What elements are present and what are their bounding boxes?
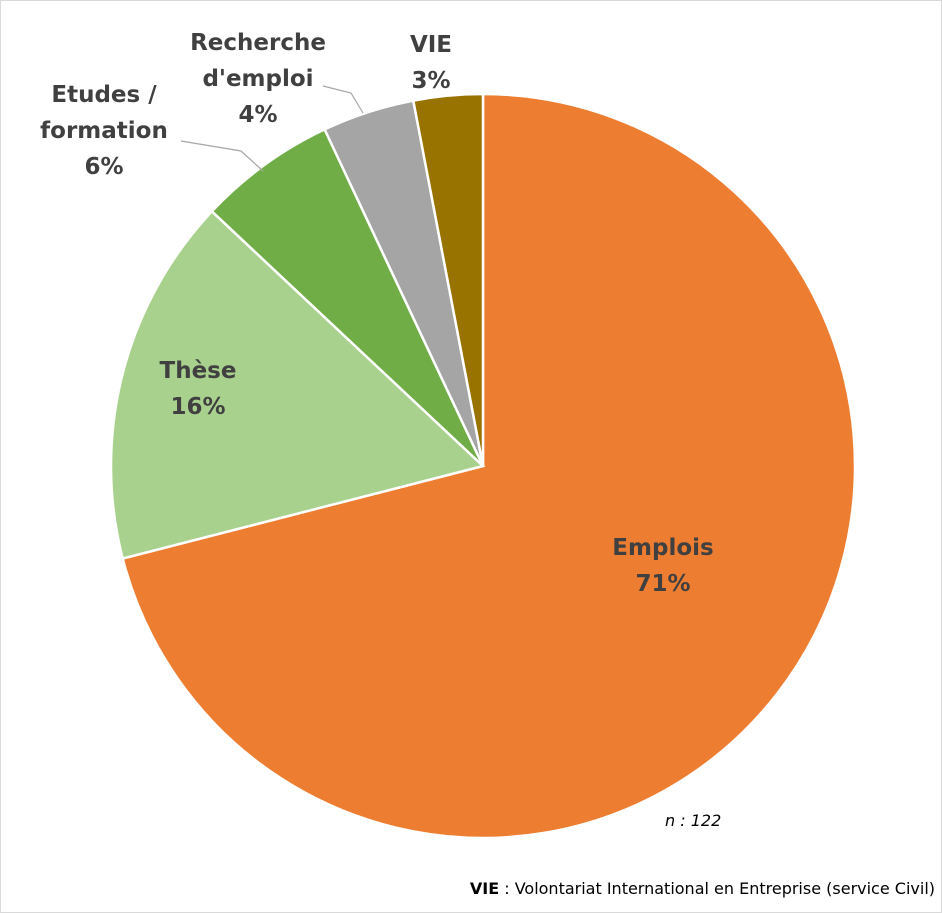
footnote-text: : Volontariat International en Entrepris… <box>504 879 935 898</box>
value-label: 71% <box>635 571 691 597</box>
footnote-term: VIE <box>469 879 500 898</box>
category-label: Etudes / formation <box>40 82 168 144</box>
footnote: VIE : Volontariat International en Entre… <box>470 879 935 898</box>
slice-label: Recherche d'emploi 4% <box>183 25 333 133</box>
category-label: Emplois <box>612 535 714 561</box>
value-label: 16% <box>170 394 226 420</box>
category-label: Thèse <box>159 358 237 384</box>
slice-label: Emplois 71% <box>583 530 743 602</box>
value-label: 4% <box>238 102 278 128</box>
leader-line <box>322 85 364 114</box>
pie-slice <box>121 92 857 840</box>
category-label: VIE <box>409 32 453 58</box>
slice-label: Etudes / formation 6% <box>29 77 179 185</box>
slice-label: Thèse 16% <box>138 353 258 425</box>
slice-label: VIE 3% <box>391 27 471 99</box>
leader-line <box>180 140 264 172</box>
pie-slice <box>411 92 485 467</box>
annotation: n : 122 <box>665 811 722 830</box>
category-label: Recherche d'emploi <box>190 30 326 92</box>
value-label: 3% <box>411 68 451 94</box>
pie-slice <box>210 127 485 467</box>
pie-slice <box>109 209 486 561</box>
value-label: 6% <box>84 154 124 180</box>
